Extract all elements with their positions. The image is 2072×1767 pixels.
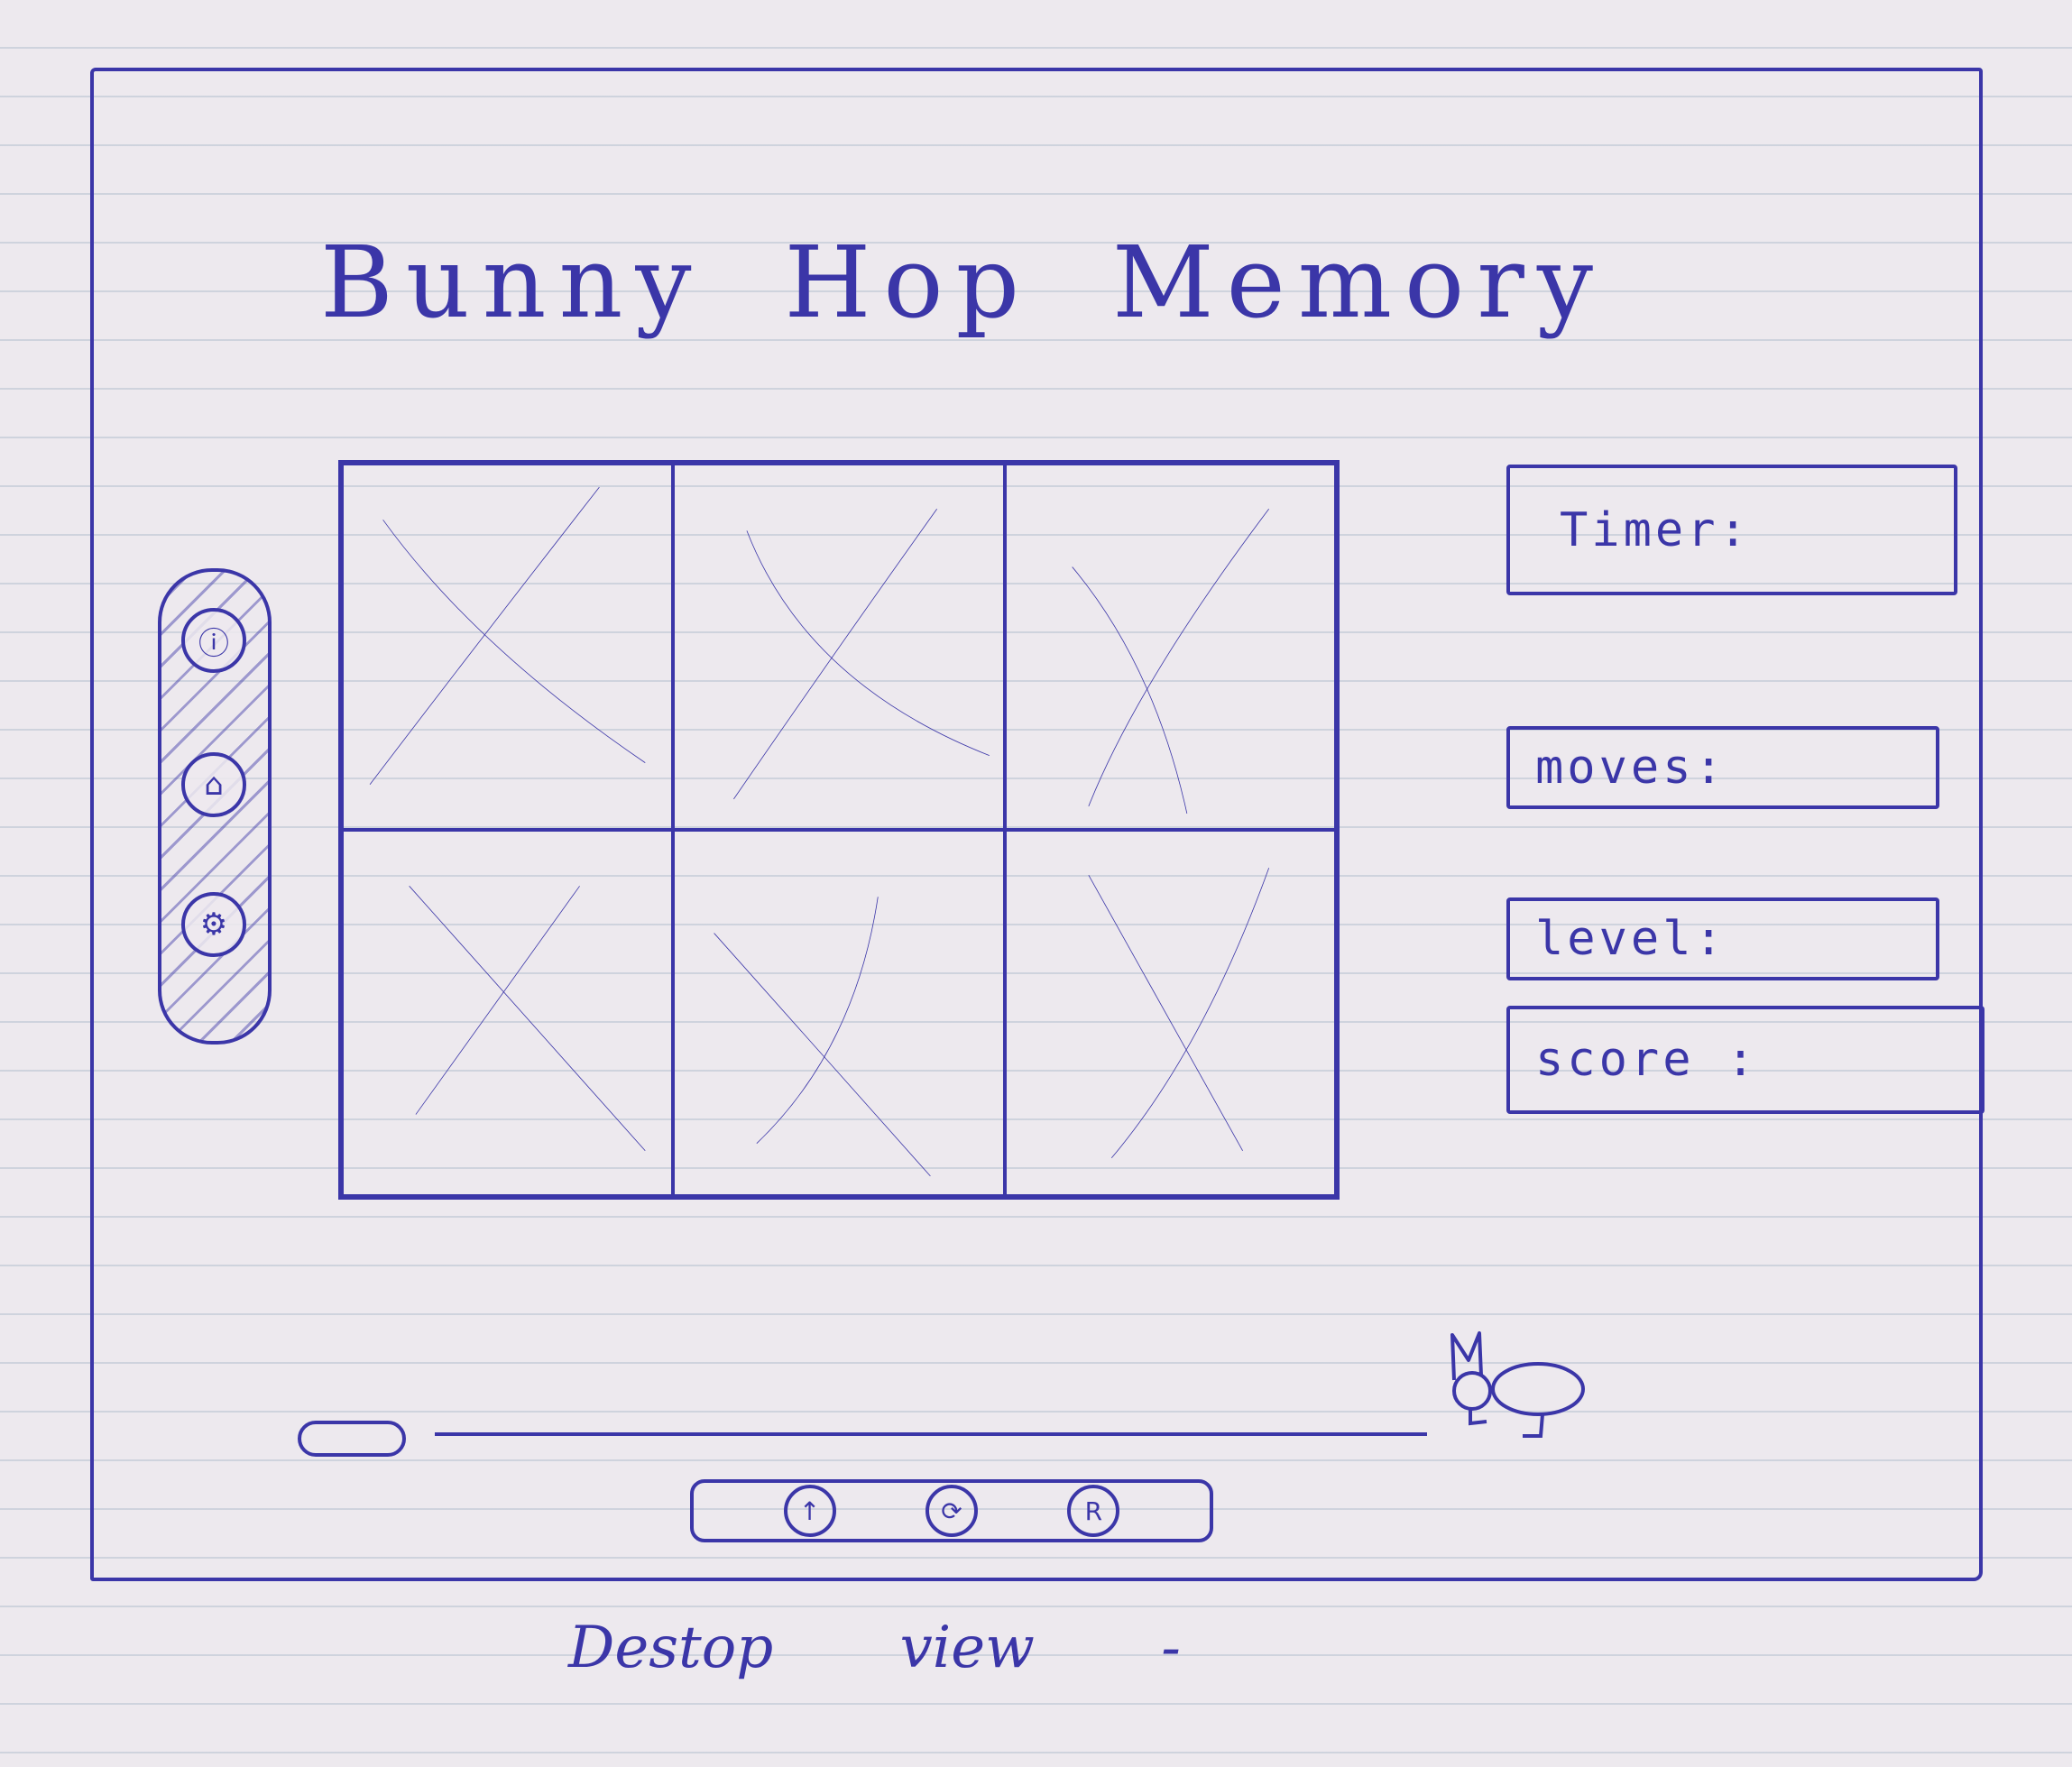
home-button[interactable]: ⌂: [181, 752, 246, 817]
image-placeholder-icon: [344, 465, 671, 828]
timer-label: Timer:: [1560, 502, 1751, 557]
image-placeholder-icon: [344, 832, 671, 1194]
game-board: [338, 460, 1340, 1200]
moves-panel: moves:: [1506, 726, 1939, 809]
image-placeholder-icon: [675, 465, 1002, 828]
up-arrow-icon: ↑: [798, 1496, 821, 1526]
settings-button[interactable]: ⚙: [181, 892, 246, 957]
reset-button[interactable]: R: [1067, 1485, 1120, 1537]
sidebar: ⓘ ⌂ ⚙: [158, 568, 272, 1045]
refresh-button[interactable]: ⟳: [925, 1485, 978, 1537]
level-label: level:: [1535, 912, 1727, 966]
bunny-icon: [1450, 1331, 1585, 1438]
timer-panel: Timer:: [1506, 465, 1957, 595]
score-label: score :: [1535, 1033, 1759, 1087]
reset-icon: R: [1084, 1496, 1103, 1526]
memory-card[interactable]: [1004, 830, 1336, 1196]
memory-card[interactable]: [673, 464, 1005, 830]
memory-card[interactable]: [1004, 464, 1336, 830]
app-window: [90, 68, 1983, 1581]
refresh-icon: ⟳: [941, 1496, 962, 1526]
memory-card[interactable]: [342, 830, 674, 1196]
up-button[interactable]: ↑: [783, 1485, 836, 1537]
view-caption: Destop view -: [568, 1615, 1181, 1681]
progress-slider-handle[interactable]: [298, 1421, 406, 1457]
image-placeholder-icon: [1007, 832, 1334, 1194]
settings-icon: ⚙: [199, 907, 228, 943]
home-icon: ⌂: [204, 767, 224, 803]
level-panel: level:: [1506, 897, 1939, 980]
score-panel: score :: [1506, 1006, 1985, 1114]
info-icon: ⓘ: [198, 625, 229, 662]
bottom-toolbar: ↑ ⟳ R: [690, 1479, 1213, 1542]
info-button[interactable]: ⓘ: [181, 608, 246, 673]
memory-card[interactable]: [342, 464, 674, 830]
progress-track[interactable]: [435, 1432, 1427, 1436]
memory-card[interactable]: [673, 830, 1005, 1196]
moves-label: moves:: [1535, 741, 1727, 795]
page-title: Bunny Hop Memory: [320, 224, 1607, 340]
image-placeholder-icon: [675, 832, 1002, 1194]
image-placeholder-icon: [1007, 465, 1334, 828]
